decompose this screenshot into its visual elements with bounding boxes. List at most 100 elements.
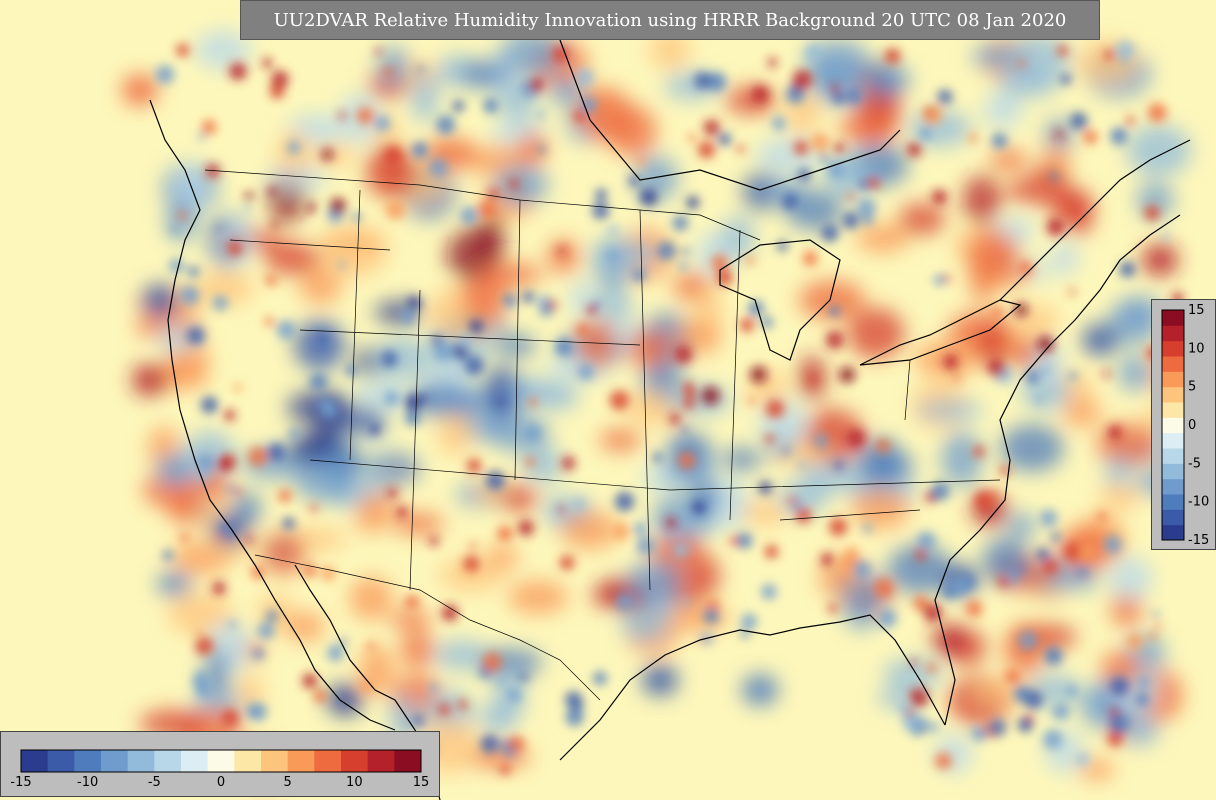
field-speck [825,330,844,350]
field-speck [786,84,806,104]
field-speck [508,735,525,753]
field-speck [317,333,328,344]
field-speck [1018,630,1038,651]
field-blob [725,86,777,115]
colorbar-swatch [74,750,102,772]
field-blob [168,591,233,637]
field-speck [1046,217,1065,237]
field-blob [668,603,729,632]
colorbar-swatch [1162,494,1184,510]
field-speck [673,542,689,558]
field-speck [1017,717,1033,733]
field-speck [215,224,222,231]
map-title-text: UU2DVAR Relative Humidity Innovation usi… [273,9,1067,31]
field-blob [857,438,905,487]
field-blob [666,385,732,416]
field-speck [575,68,594,87]
field-speck [834,461,844,470]
field-speck [942,353,959,370]
gulf-coast [559,614,946,761]
field-speck [814,434,828,448]
field-speck [629,175,640,186]
field-speck [665,517,677,529]
field-speck [248,446,268,467]
field-blob [265,167,328,190]
field-blob [1099,481,1140,511]
field-speck [1043,729,1063,750]
field-speck [375,48,382,55]
field-speck [707,72,727,92]
field-blob [1115,295,1162,327]
field-speck [711,254,728,271]
field-speck [643,247,650,254]
field-speck [1060,73,1072,85]
colorbar-swatch [1162,310,1184,326]
field-speck [229,620,237,628]
field-speck [1017,59,1026,68]
field-blob [158,323,195,355]
field-blob [1006,217,1034,245]
field-speck [1005,669,1020,685]
field-blob [537,382,579,411]
field-speck [217,456,233,472]
field-speck [1069,371,1078,380]
field-blob [439,558,505,592]
field-blob [649,30,691,70]
colorbar-tick-label: 10 [346,775,363,790]
field-speck [276,320,296,340]
field-speck [593,300,601,308]
field-blob [194,270,255,306]
field-speck [187,265,200,278]
field-speck [674,345,693,364]
field-speck [906,142,922,158]
field-speck [656,241,676,261]
field-speck [405,410,421,426]
colorbar-swatch [1162,371,1184,388]
field-speck [1068,288,1076,296]
field-speck [1042,559,1058,575]
field-speck [482,652,503,672]
colorbar-swatch [1162,386,1184,403]
field-speck [309,373,328,391]
field-blob [665,453,713,486]
field-speck [973,445,985,458]
field-speck [480,734,500,754]
field-speck [468,541,477,550]
field-blob [989,149,1028,172]
field-speck [1109,707,1119,717]
lake-erie-ontario [859,299,1022,366]
field-speck [170,226,178,234]
colorbar-tick-label: 15 [1188,303,1205,318]
field-speck [483,98,499,114]
field-blob [299,267,342,305]
field-speck [244,191,254,201]
st-lawrence [999,139,1191,301]
colorbar-swatch [207,750,235,772]
field-speck [686,195,700,210]
field-speck [438,703,451,716]
field-blob [627,560,680,605]
colorbar-swatch [47,750,75,772]
field-blob [799,280,866,320]
state-lines [229,189,1001,591]
colorbar-swatch [127,750,155,772]
field-speck [1065,685,1078,697]
field-speck [429,682,439,692]
field-speck [1144,205,1160,221]
field-speck [466,458,482,474]
field-speck [827,603,838,614]
field-speck [592,671,607,686]
field-speck [677,451,696,470]
field-blob [364,451,421,486]
field-speck [1083,129,1098,145]
field-speck [257,621,275,640]
field-speck [1069,112,1088,130]
colorbar-swatch [1162,325,1184,342]
field-blob [1050,242,1079,276]
field-blob [1000,424,1064,472]
field-speck [751,85,770,104]
field-blob [1126,124,1191,177]
field-speck [609,390,630,411]
field-speck [369,423,381,435]
field-speck [1115,40,1135,60]
